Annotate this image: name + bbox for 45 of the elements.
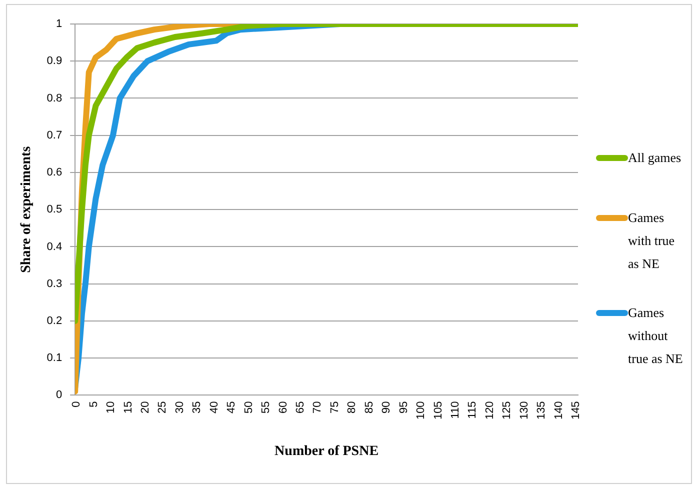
x-tick-label: 135 [536,401,548,420]
legend-label: Games without true as NE [628,304,684,368]
x-tick-label: 125 [501,401,514,420]
x-tick-label: 10 [105,401,118,414]
x-tick-label: 45 [226,401,238,414]
x-tick-label: 40 [208,401,220,414]
y-tick-label: 0.1 [46,352,62,364]
x-tick-label: 145 [570,401,582,420]
x-tick-label: 110 [449,401,462,419]
x-tick-label: 100 [415,401,428,420]
x-tick-label: 15 [122,401,134,414]
x-tick-label: 60 [277,401,290,414]
x-tick-label: 0 [70,401,83,408]
x-tick-label: 80 [346,401,358,414]
x-tick-label: 25 [156,401,169,414]
y-tick-label: 0.5 [46,204,62,216]
y-tick-label: 0.9 [46,55,62,68]
y-tick-label: 0.8 [46,92,62,104]
legend-label: All games [628,149,682,167]
x-tick-label: 65 [294,401,306,414]
y-tick-label: 1 [56,18,62,30]
x-tick-label: 90 [380,401,393,414]
y-axis-title: Share of experiments [19,146,34,273]
x-tick-label: 105 [432,401,444,420]
x-tick-label: 20 [139,401,152,414]
x-tick-label: 115 [466,401,479,419]
y-tick-label: 0.6 [46,166,62,179]
y-tick-label: 0.4 [46,240,62,253]
x-axis-title: Number of PSNE [274,444,379,460]
legend-label: Games with true as NE [628,209,676,273]
x-tick-label: 30 [174,401,186,414]
x-tick-label: 70 [312,401,324,414]
x-tick-label: 130 [518,401,530,420]
x-tick-label: 35 [191,401,204,414]
x-tick-label: 85 [363,401,376,414]
y-tick-label: 0.3 [46,278,62,290]
x-tick-label: 5 [88,401,100,408]
x-tick-label: 50 [242,401,255,414]
x-tick-label: 120 [484,401,496,420]
x-tick-label: 55 [260,401,272,414]
x-tick-label: 140 [552,401,565,420]
y-tick-label: 0.7 [46,129,62,142]
x-tick-label: 75 [328,401,341,414]
x-tick-label: 95 [398,401,410,414]
y-tick-label: 0.2 [46,314,62,327]
